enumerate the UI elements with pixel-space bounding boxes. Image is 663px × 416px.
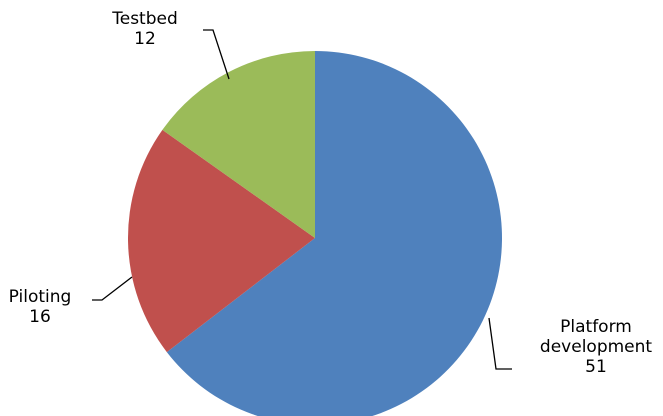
data-label-value: 16 — [29, 307, 51, 327]
data-label-category: development — [540, 337, 652, 357]
data-label-category: Platform — [560, 317, 632, 337]
pie-slices — [128, 51, 503, 416]
pie-slice-piloting — [128, 129, 315, 353]
data-label-category: Piloting — [9, 287, 72, 307]
leader-line — [92, 276, 133, 301]
data-label-category: Testbed — [111, 9, 178, 29]
leader-line — [203, 29, 230, 80]
pie-slice-platform-development — [166, 51, 503, 416]
pie-slice-testbed — [162, 51, 315, 238]
data-label-value: 51 — [585, 357, 607, 377]
leader-lines — [92, 29, 512, 370]
data-label-value: 12 — [134, 29, 156, 49]
leader-line — [488, 317, 512, 370]
